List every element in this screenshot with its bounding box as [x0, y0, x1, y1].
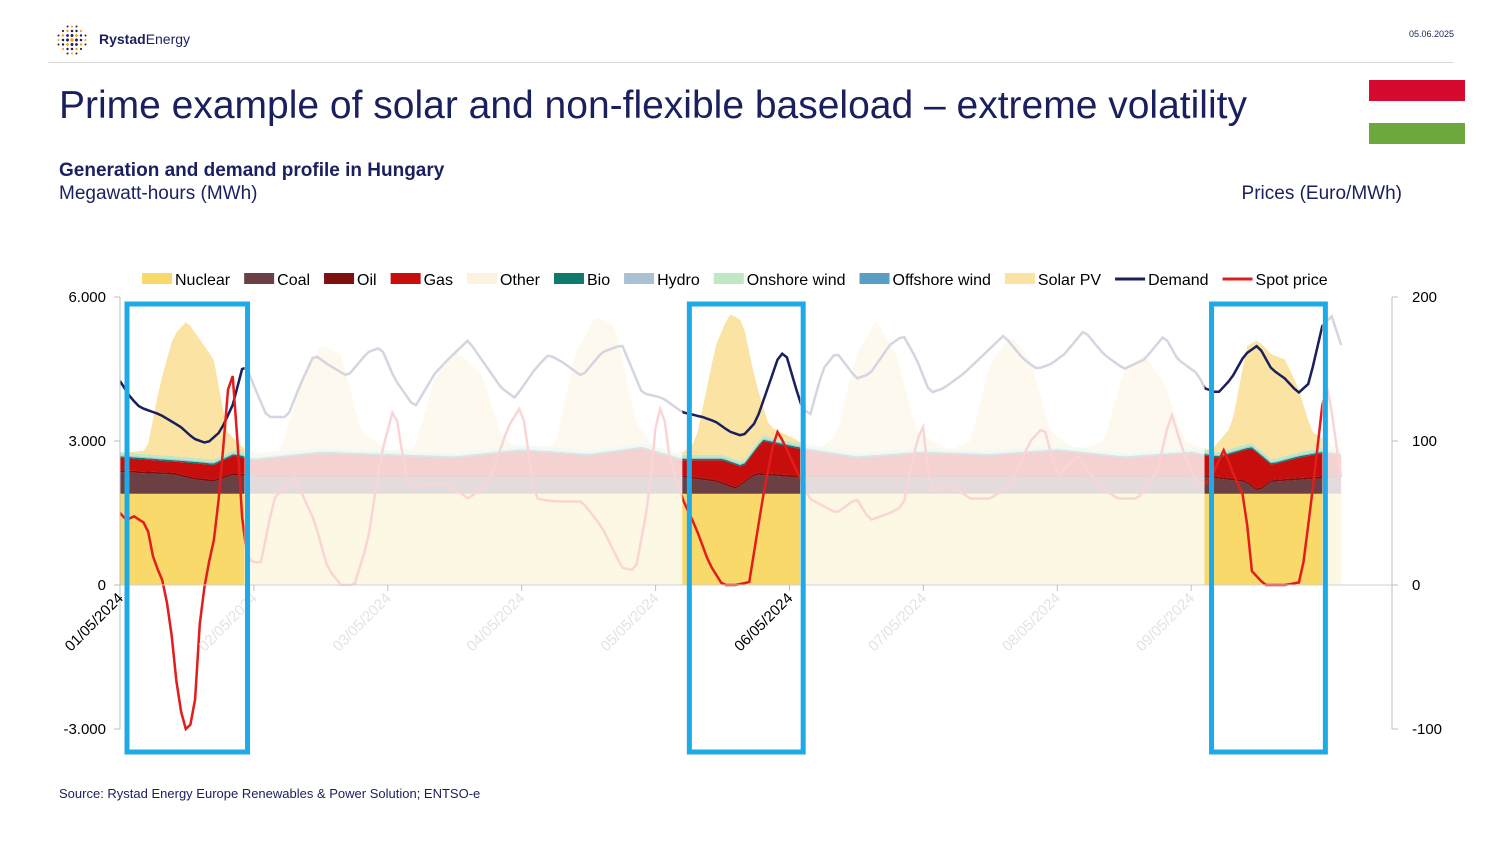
highlight-window-box [1209, 301, 1328, 755]
legend-swatch [390, 273, 421, 284]
legend-swatch [859, 273, 890, 284]
legend-label: Coal [277, 272, 310, 289]
x-axis-tick-label: 04/05/2024 [463, 590, 528, 655]
legend-label: Hydro [657, 272, 700, 289]
x-axis-tick-label: 09/05/2024 [1133, 590, 1198, 655]
right-axis-tick-label: 0 [1412, 577, 1420, 594]
legend-label: Gas [424, 272, 453, 289]
legend-swatch [553, 273, 584, 284]
rystad-globe-logo-icon [56, 24, 88, 56]
hungary-flag-icon [1369, 80, 1465, 144]
legend-item: Demand [1115, 272, 1209, 289]
slide-date: 05.06.2025 [1408, 29, 1454, 39]
legend-swatch [624, 273, 655, 284]
legend-item: Hydro [624, 272, 700, 289]
area-oil [120, 470, 1342, 491]
right-axis-tick-label: 200 [1412, 289, 1437, 306]
legend-item: Other [466, 272, 541, 289]
left-axis-tick-label: -3.000 [63, 721, 106, 738]
legend-label: Bio [587, 272, 610, 289]
legend-label: Offshore wind [893, 272, 991, 289]
slide-header: RystadEnergy 05.06.2025 [0, 0, 1500, 64]
legend-item: Nuclear [142, 272, 231, 289]
legend-swatch [466, 273, 497, 284]
left-axis-tick-label: 3.000 [68, 433, 106, 450]
slide-title: Prime example of solar and non-flexible … [59, 84, 1247, 127]
area-coal [120, 472, 1342, 494]
legend-item: Solar PV [1004, 272, 1101, 289]
left-axis-tick-label: 6.000 [68, 289, 106, 306]
right-axis-tick-label: 100 [1412, 433, 1437, 450]
legend-label: Solar PV [1038, 272, 1101, 289]
x-axis-tick-label: 01/05/2024 [62, 590, 127, 655]
left-axis-tick-label: 0 [98, 577, 106, 594]
x-axis-tick-label: 06/05/2024 [731, 590, 796, 655]
legend-swatch [1004, 273, 1035, 284]
chart-subtitle: Generation and demand profile in Hungary [59, 160, 445, 181]
source-note: Source: Rystad Energy Europe Renewables … [59, 786, 481, 801]
legend-item: Oil [324, 272, 377, 289]
header-divider [48, 62, 1454, 63]
legend-label: Onshore wind [747, 272, 846, 289]
left-axis-unit: Megawatt-hours (MWh) [59, 183, 258, 204]
legend-item: Spot price [1222, 272, 1328, 289]
legend-item: Offshore wind [859, 272, 991, 289]
legend-label: Spot price [1256, 272, 1328, 289]
legend-label: Other [500, 272, 541, 289]
x-axis-tick-label: 03/05/2024 [330, 590, 395, 655]
legend-item: Onshore wind [713, 272, 846, 289]
legend-label: Nuclear [175, 272, 231, 289]
highlight-window-box [124, 301, 251, 755]
x-axis-tick-label: 07/05/2024 [865, 590, 930, 655]
legend-swatch [142, 273, 172, 284]
legend-swatch [713, 273, 744, 284]
legend-item: Coal [244, 272, 310, 289]
right-axis-unit: Prices (Euro/MWh) [1241, 183, 1402, 204]
legend-label: Demand [1148, 272, 1208, 289]
legend-label: Oil [357, 272, 377, 289]
x-axis-tick-label: 02/05/2024 [196, 590, 261, 655]
x-axis-tick-label: 05/05/2024 [597, 590, 662, 655]
x-axis-tick-label: 08/05/2024 [999, 590, 1064, 655]
highlight-window-box [686, 301, 806, 755]
legend-swatch [244, 273, 275, 284]
legend-item: Bio [553, 272, 610, 289]
legend-swatch [324, 273, 355, 284]
right-axis-tick-label: -100 [1412, 721, 1442, 738]
brand-name: RystadEnergy [99, 31, 191, 47]
legend-item: Gas [390, 272, 453, 289]
